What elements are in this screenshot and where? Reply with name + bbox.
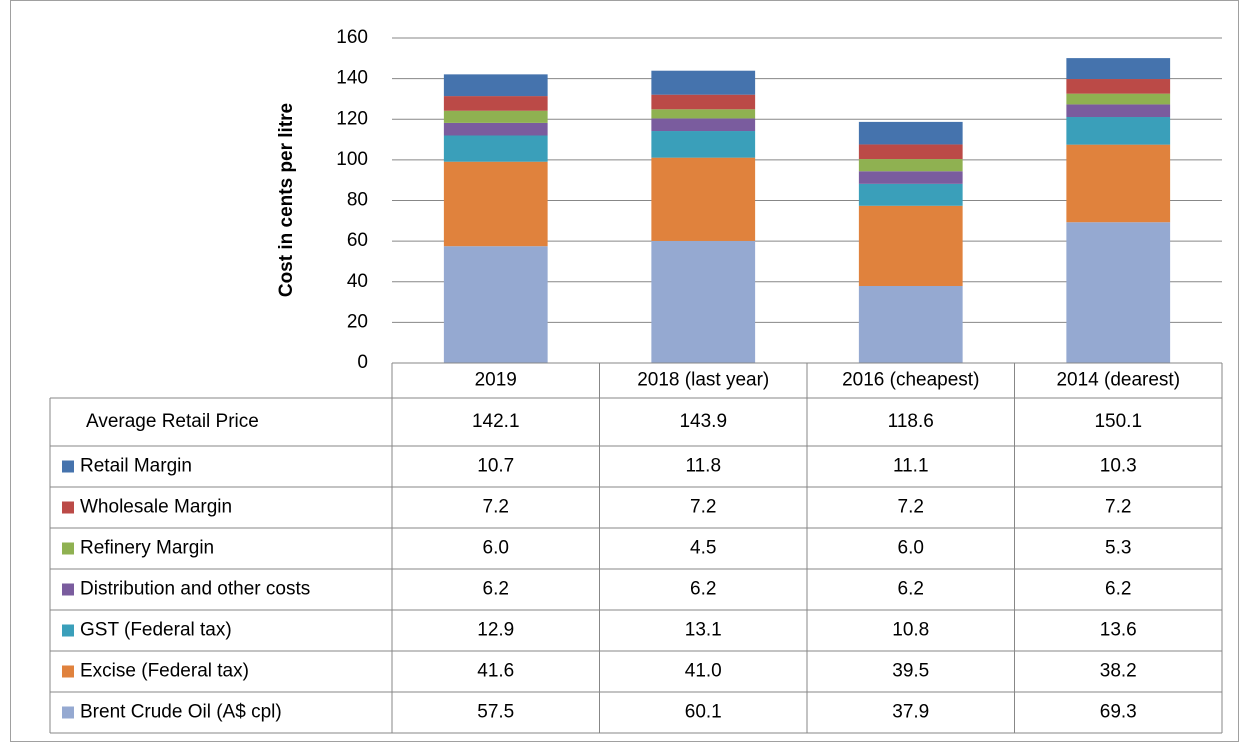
bar-segment (858, 183, 963, 206)
table-cell: 41.6 (477, 661, 514, 682)
table-cell: 38.2 (1100, 661, 1137, 682)
table-cell: 142.1 (472, 411, 520, 432)
legend-label: Retail Margin (80, 456, 192, 477)
bar-segment (651, 70, 756, 95)
table-cell: 6.0 (898, 538, 924, 559)
table-cell: 6.2 (1105, 579, 1131, 600)
table-cell: 60.1 (685, 702, 722, 723)
bar-segment (1066, 222, 1171, 363)
bar-segment (443, 74, 548, 97)
legend-label: Excise (Federal tax) (80, 661, 249, 682)
table-cell: 6.2 (483, 579, 509, 600)
y-tick-label: 100 (336, 149, 368, 170)
bar-segment (858, 159, 963, 172)
bar-segment (443, 135, 548, 162)
table-cell: 4.5 (690, 538, 716, 559)
table-cell: 39.5 (892, 661, 929, 682)
table-cell: 6.0 (483, 538, 509, 559)
legend-swatch (62, 624, 74, 637)
y-tick-label: 40 (347, 271, 368, 292)
y-tick-label: 120 (336, 108, 368, 129)
table-cell: 10.8 (892, 620, 929, 641)
table-cell: 57.5 (477, 702, 514, 723)
legend-swatch (62, 583, 74, 596)
x-tick-label: 2016 (cheapest) (842, 370, 979, 391)
table-cell: 6.2 (690, 579, 716, 600)
bar-segment (1066, 93, 1171, 105)
table-cell: 7.2 (690, 497, 716, 518)
bar-segment (651, 240, 756, 363)
table-cell: 5.3 (1105, 538, 1131, 559)
legend-label: Wholesale Margin (80, 497, 232, 518)
bar-segment (858, 144, 963, 160)
table-cell: 10.7 (477, 456, 514, 477)
legend-swatch (62, 460, 74, 473)
legend-swatch (62, 501, 74, 514)
y-tick-label: 80 (347, 190, 368, 211)
table-cell: 41.0 (685, 661, 722, 682)
bar-segment (443, 122, 548, 136)
y-tick-label: 60 (347, 230, 368, 251)
legend-label: Refinery Margin (80, 538, 214, 559)
bar-segment (1066, 79, 1171, 94)
table-cell: 11.1 (893, 456, 929, 477)
y-tick-label: 20 (347, 311, 368, 332)
bar-segment (1066, 144, 1171, 223)
table-cell: 10.3 (1100, 456, 1137, 477)
bar-segment (443, 96, 548, 111)
table-cell: 13.1 (685, 620, 722, 641)
bar-segment (1066, 104, 1171, 118)
table-cell: 13.6 (1100, 620, 1137, 641)
y-tick-label: 0 (357, 352, 368, 373)
bar-segment (858, 121, 963, 145)
bar-segment (858, 171, 963, 184)
bar-segment (651, 131, 756, 158)
table-cell: 143.9 (679, 411, 727, 432)
y-axis-title: Cost in cents per litre (276, 103, 297, 297)
x-tick-label: 2014 (dearest) (1056, 370, 1180, 391)
legend-label: GST (Federal tax) (80, 620, 232, 641)
table-cell: 7.2 (1105, 497, 1131, 518)
legend-label: Distribution and other costs (80, 579, 310, 600)
table-cell: 37.9 (892, 702, 929, 723)
table-cell: 69.3 (1100, 702, 1137, 723)
legend-swatch (62, 706, 74, 719)
legend-swatch (62, 665, 74, 678)
table-cell: 12.9 (477, 620, 514, 641)
x-tick-label: 2018 (last year) (637, 370, 769, 391)
bar-segment (1066, 58, 1171, 80)
table-cell: 6.2 (898, 579, 924, 600)
table-row-label: Average Retail Price (86, 411, 259, 432)
table-cell: 118.6 (888, 411, 934, 432)
table-cell: 7.2 (483, 497, 509, 518)
bar-segment (651, 118, 756, 132)
y-tick-label: 160 (336, 27, 368, 48)
bar-segment (651, 157, 756, 241)
legend-label: Brent Crude Oil (A$ cpl) (80, 702, 282, 723)
y-tick-label: 140 (336, 68, 368, 89)
bar-segment (858, 205, 963, 287)
bar-segment (651, 109, 756, 119)
bar-segment (1066, 117, 1171, 145)
table-cell: 7.2 (898, 497, 924, 518)
table-cell: 11.8 (685, 456, 721, 477)
table-cell: 150.1 (1094, 411, 1142, 432)
x-tick-label: 2019 (475, 370, 517, 391)
bar-segment (858, 286, 963, 363)
bar-segment (443, 110, 548, 123)
bar-segment (443, 246, 548, 363)
legend-swatch (62, 542, 74, 555)
bar-segment (443, 161, 548, 247)
bar-segment (651, 94, 756, 110)
